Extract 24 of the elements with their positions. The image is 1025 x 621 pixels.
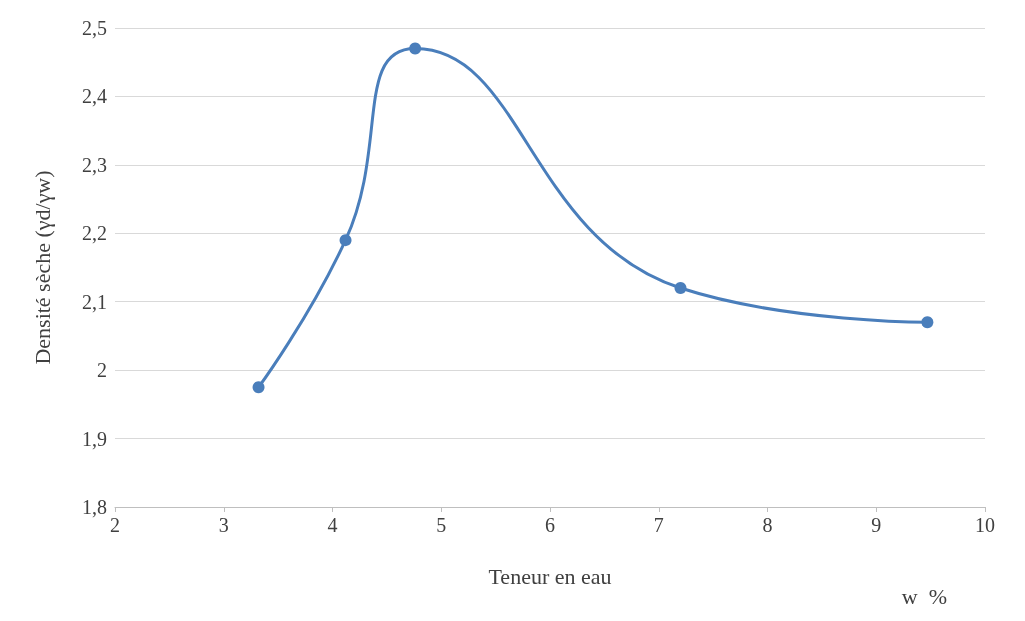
x-tick-label: 5 — [436, 514, 447, 536]
x-tick-label: 9 — [871, 514, 882, 536]
x-tick-label: 10 — [975, 514, 995, 536]
point — [674, 282, 687, 295]
x-tick-label: 4 — [327, 514, 338, 536]
x-tick-label: 3 — [218, 514, 229, 536]
y-tick-label: 2 — [97, 359, 107, 382]
point — [252, 381, 265, 394]
point — [409, 42, 422, 55]
point — [339, 234, 352, 247]
x-tick-label: 6 — [545, 514, 555, 536]
x-tick-label: 8 — [762, 514, 773, 536]
y-tick-label: 1,8 — [82, 496, 107, 518]
text: w % — [901, 583, 947, 609]
y-tick-label: 2,1 — [82, 290, 107, 313]
y-tick-label: 2,3 — [82, 153, 107, 176]
y-tick-label: 2,4 — [82, 85, 107, 108]
point — [921, 316, 934, 329]
x-tick-label: 7 — [653, 514, 664, 536]
x-axis-title: Teneur en eau — [488, 563, 612, 589]
y-tick-label: 2,2 — [82, 222, 107, 245]
y-tick-label: 1,9 — [82, 427, 107, 450]
y-axis-title: Densité sèche (γd/γw) — [29, 170, 55, 365]
y-tick-label: 2,5 — [82, 17, 107, 39]
